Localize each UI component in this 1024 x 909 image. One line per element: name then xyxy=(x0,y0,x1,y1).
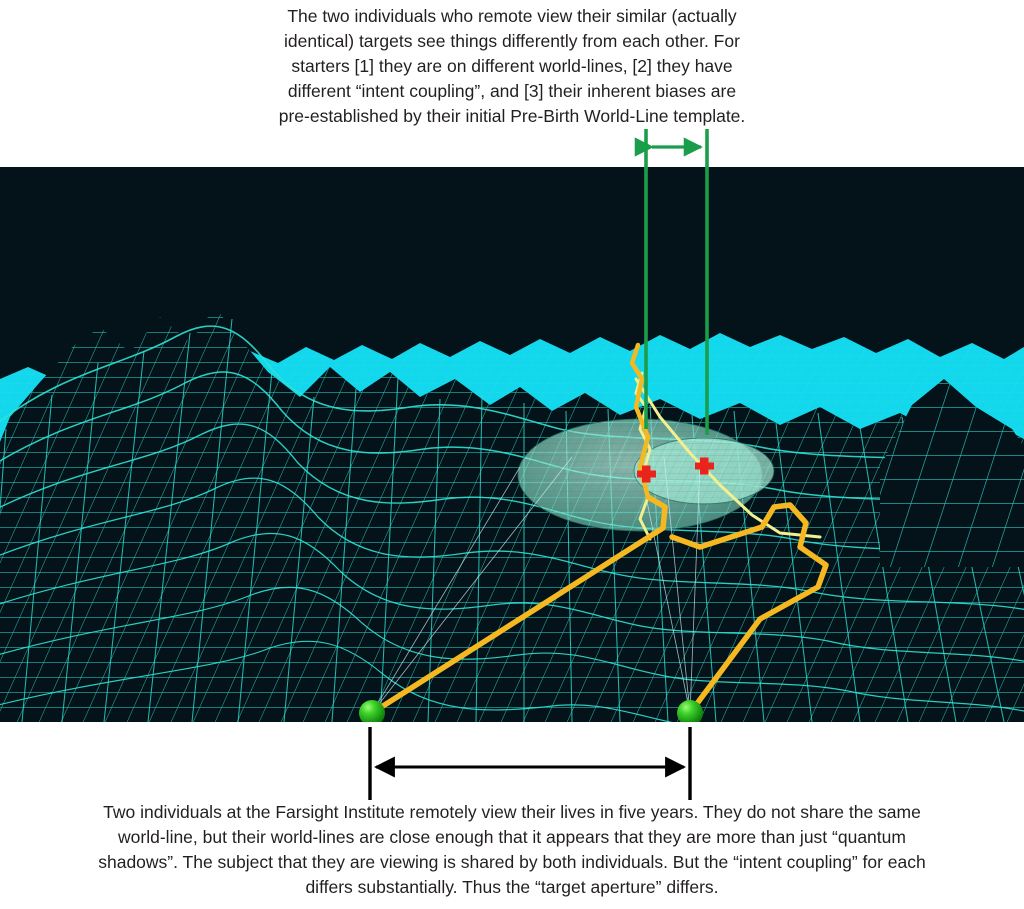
aperture-separation-measure xyxy=(634,129,709,170)
bottom-caption: Two individuals at the Farsight Institut… xyxy=(0,800,1024,900)
viewer-separation-measure xyxy=(368,727,692,800)
right-peak xyxy=(880,379,1024,567)
terrain-scene xyxy=(0,167,1024,722)
worldline-upper-gold xyxy=(629,342,651,500)
top-caption-line-5: pre-established by their initial Pre-Bir… xyxy=(278,106,746,126)
worldline-right-viewer xyxy=(669,502,829,716)
top-caption-line-3: starters [1] they are on different world… xyxy=(291,56,733,76)
top-caption: The two individuals who remote view thei… xyxy=(0,4,1024,129)
worldline-left-viewer xyxy=(369,494,668,716)
worldline-thin-right xyxy=(634,377,822,539)
top-caption-line-1: The two individuals who remote view thei… xyxy=(287,6,737,26)
top-caption-line-4: different “intent coupling”, and [3] the… xyxy=(287,81,737,101)
left-mountain-range xyxy=(0,307,1024,722)
viewer-sphere-right xyxy=(677,700,703,722)
bottom-caption-line-1: Two individuals at the Farsight Institut… xyxy=(103,802,921,822)
target-marker-left xyxy=(637,465,656,483)
bottom-caption-line-2: world-line, but their world-lines are cl… xyxy=(118,827,906,847)
terrain-svg xyxy=(0,167,1024,722)
bottom-caption-line-4: differs substantially. Thus the “target … xyxy=(305,877,719,897)
bottom-caption-line-3: shadows”. The subject that they are view… xyxy=(98,852,926,872)
sight-lines xyxy=(371,456,701,714)
viewer-sphere-left xyxy=(359,700,385,722)
target-marker-right xyxy=(695,457,714,475)
top-caption-line-2: identical) targets see things differentl… xyxy=(284,31,740,51)
